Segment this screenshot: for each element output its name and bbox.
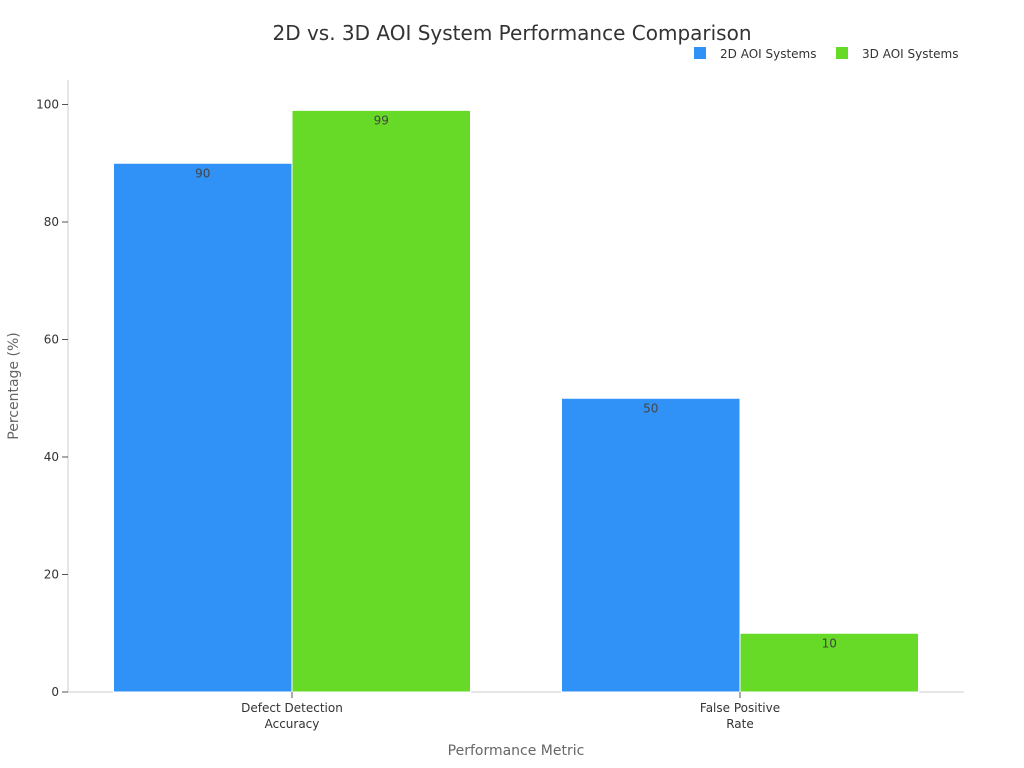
- legend-label: 2D AOI Systems: [720, 47, 817, 61]
- x-tick-label: Accuracy: [265, 717, 320, 731]
- legend-label: 3D AOI Systems: [862, 47, 959, 61]
- x-axis-title: Performance Metric: [448, 743, 585, 759]
- bar: [561, 397, 741, 693]
- legend-swatch: [694, 47, 706, 59]
- bar-value-label: 99: [374, 113, 389, 127]
- bar: [113, 162, 293, 693]
- chart-title: 2D vs. 3D AOI System Performance Compari…: [272, 21, 751, 45]
- bar-value-label: 10: [822, 636, 837, 650]
- x-tick-label: Rate: [726, 717, 754, 731]
- x-axis-ticks: Defect Detection Accuracy False Positive Ra…: [241, 692, 780, 731]
- legend: 2D AOI Systems 3D AOI Systems: [694, 47, 959, 61]
- x-tick-label: False Positive: [700, 701, 780, 715]
- bar-value-label: 50: [643, 401, 658, 415]
- y-axis-title: Percentage (%): [6, 332, 22, 439]
- y-tick-label: 20: [44, 568, 59, 582]
- y-axis-ticks: 0 20 40 60 80 100: [36, 98, 68, 699]
- x-tick-label: Defect Detection: [241, 701, 343, 715]
- y-tick-label: 80: [44, 215, 59, 229]
- y-tick-label: 40: [44, 450, 59, 464]
- y-tick-label: 0: [51, 685, 59, 699]
- bars: 90 99 50 10: [113, 109, 919, 693]
- bar: [739, 632, 919, 693]
- legend-swatch: [836, 47, 848, 59]
- plot-area: 0 20 40 60 80 100 90 99 50 10 Defect Detection Ac…: [36, 80, 964, 731]
- y-tick-label: 100: [36, 98, 59, 112]
- bar-value-label: 90: [195, 166, 210, 180]
- y-tick-label: 60: [44, 333, 59, 347]
- bar: [291, 109, 471, 693]
